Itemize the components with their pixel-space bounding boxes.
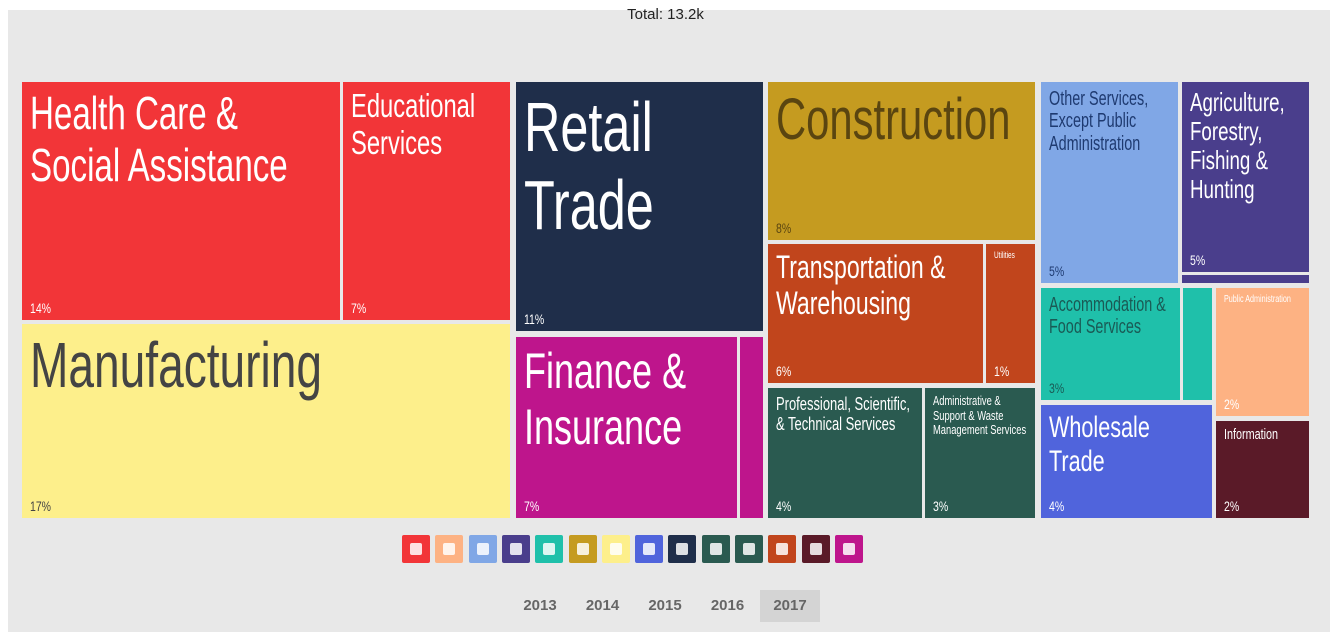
treemap-cell: Public Administration 2% xyxy=(1216,288,1309,416)
treemap-cell: Agriculture, Forestry, Fishing & Hunting… xyxy=(1182,82,1309,272)
chart-title: Total: 13.2k xyxy=(627,6,704,23)
treemap-cell: Educational Services 7% xyxy=(343,82,510,320)
industry-icon[interactable] xyxy=(568,535,597,563)
year-option[interactable]: 2015 xyxy=(648,597,682,614)
year-option[interactable]: 2016 xyxy=(710,597,745,614)
cell-value-label: 3% xyxy=(1049,380,1065,396)
cell-value-label: 6% xyxy=(776,363,792,379)
industry-icon[interactable] xyxy=(635,535,664,563)
treemap-cell: Other Services, Except Public Administra… xyxy=(1041,82,1178,283)
cell-label: Other Services, Except Public Administra… xyxy=(1049,88,1149,155)
cell-value-label: 5% xyxy=(1049,263,1065,279)
industry-icon[interactable] xyxy=(668,535,697,563)
cell-label: Construction xyxy=(776,87,1011,152)
cell-label: Professional, Scientific, & Technical Se… xyxy=(776,394,910,435)
cell-label: Retail Trade xyxy=(524,88,654,245)
treemap-cell xyxy=(1183,288,1212,400)
industry-icon[interactable] xyxy=(501,535,530,563)
industry-icon[interactable] xyxy=(435,535,464,563)
cell-value-label: 11% xyxy=(524,311,545,327)
cell-value-label: 5% xyxy=(1190,252,1206,268)
industry-icon[interactable] xyxy=(801,535,830,563)
treemap-cell: Transportation & Warehousing 6% xyxy=(768,244,983,383)
cell-label: Educational Services xyxy=(351,87,476,161)
treemap-cell: Accommodation & Food Services 3% xyxy=(1041,288,1180,400)
treemap-cell: Utilities 1% xyxy=(986,244,1035,383)
treemap-cell xyxy=(1182,275,1309,283)
treemap-cell: Health Care & Social Assistance 14% xyxy=(22,82,340,320)
industry-icon[interactable] xyxy=(468,535,497,563)
cell-label: Administrative & Support & Waste Managem… xyxy=(933,393,1027,438)
cell-value-label: 4% xyxy=(776,498,792,514)
cell-value-label: 7% xyxy=(524,498,540,514)
cell-value-label: 8% xyxy=(776,220,792,236)
industry-icon[interactable] xyxy=(834,535,863,563)
treemap-cell xyxy=(740,337,763,518)
industry-icon[interactable] xyxy=(535,535,564,563)
treemap-cell: Construction 8% xyxy=(768,82,1035,240)
cell-value-label: 7% xyxy=(351,300,367,316)
cell-label: Finance & Insurance xyxy=(524,343,687,455)
year-option[interactable]: 2017 xyxy=(760,590,820,622)
cell-value-label: 1% xyxy=(994,363,1010,379)
industry-icon[interactable] xyxy=(701,535,730,563)
cell-label: Public Administration xyxy=(1224,294,1291,305)
cell-label: Manufacturing xyxy=(30,329,323,401)
cell-value-label: 2% xyxy=(1224,396,1240,412)
cell-value-label: 14% xyxy=(30,300,52,316)
cell-label: Information xyxy=(1224,426,1279,443)
treemap-cell: Wholesale Trade 4% xyxy=(1041,405,1212,518)
industry-icon[interactable] xyxy=(735,535,763,563)
treemap-cell: Administrative & Support & Waste Managem… xyxy=(925,388,1035,518)
cell-label: Transportation & Warehousing xyxy=(776,249,946,321)
year-option[interactable]: 2013 xyxy=(523,597,557,614)
treemap-cell: Information 2% xyxy=(1216,421,1309,518)
treemap-cell: Retail Trade 11% xyxy=(516,82,763,331)
cell-label: Health Care & Social Assistance xyxy=(30,87,288,191)
industry-icon[interactable] xyxy=(601,535,630,563)
cell-value-label: 2% xyxy=(1224,498,1240,514)
cell-label: Utilities xyxy=(994,250,1015,260)
cell-value-label: 17% xyxy=(30,498,52,514)
cell-label: Accommodation & Food Services xyxy=(1049,294,1166,339)
treemap-cell: Manufacturing 17% xyxy=(22,324,510,518)
cell-value-label: 3% xyxy=(933,498,949,514)
treemap-cell: Finance & Insurance 7% xyxy=(516,337,737,518)
industry-icon[interactable] xyxy=(402,535,430,563)
year-option[interactable]: 2014 xyxy=(585,597,620,614)
industry-icon[interactable] xyxy=(768,535,797,563)
treemap-cell: Professional, Scientific, & Technical Se… xyxy=(768,388,922,518)
cell-label: Wholesale Trade xyxy=(1049,411,1150,478)
cell-value-label: 4% xyxy=(1049,498,1065,514)
cell-label: Agriculture, Forestry, Fishing & Hunting xyxy=(1190,87,1285,205)
